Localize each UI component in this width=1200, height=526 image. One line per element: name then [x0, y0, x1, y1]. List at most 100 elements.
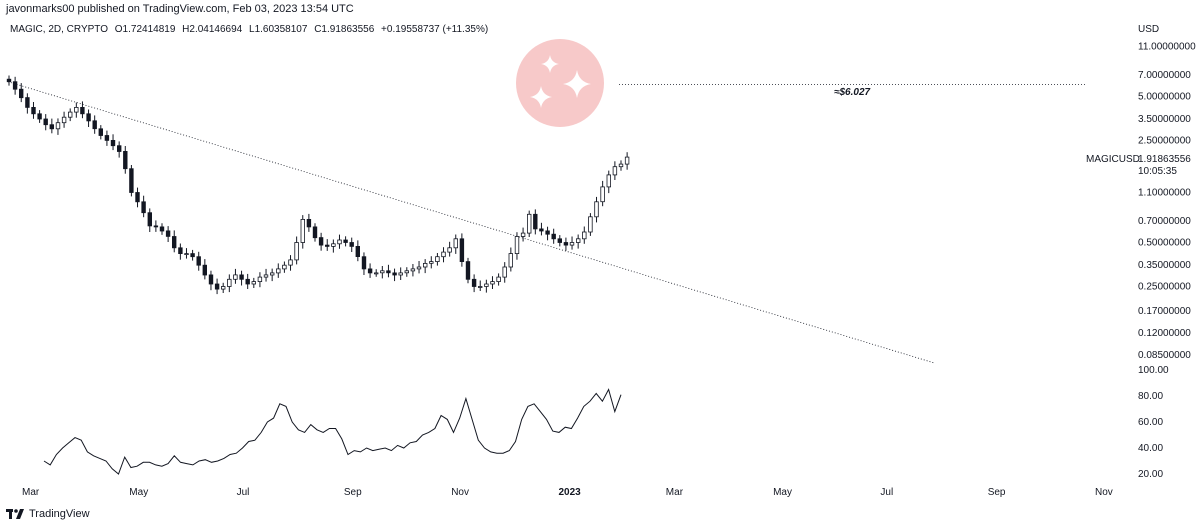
candle-body [153, 225, 159, 228]
candle-body [123, 150, 128, 170]
legend-low: L1.60358107 [249, 24, 308, 35]
candle-body [404, 270, 409, 274]
candle-body [141, 201, 146, 214]
candle-body [276, 268, 281, 274]
candles [6, 75, 630, 295]
candle-body [49, 124, 54, 130]
candle-body [12, 81, 18, 90]
candle-body [386, 270, 391, 274]
candle-body [18, 88, 24, 99]
legend-change: +0.19558737 (+11.35%) [381, 24, 489, 35]
candle-body [343, 239, 348, 243]
currency-label: USD [1138, 24, 1159, 35]
price-tick-label: 0.50000000 [1138, 238, 1191, 249]
candle-body [239, 274, 244, 280]
candle-body [257, 276, 263, 283]
candle-body [477, 286, 483, 288]
price-axis[interactable]: USD 11.00000000 7.00000000 5.00000000 3.500… [1138, 24, 1196, 361]
target-price-annotation: ≈$6.027 [834, 87, 871, 98]
price-tick-label: 3.50000000 [1138, 114, 1191, 125]
oscillator-line [43, 388, 622, 475]
candle-body [349, 242, 354, 247]
candle-body [288, 259, 293, 266]
ohlc-legend: MAGIC, 2D, CRYPTO O1.72414819 H2.0414669… [10, 24, 492, 35]
candle-body [300, 218, 305, 243]
price-tick-label: 2.50000000 [1138, 135, 1191, 146]
time-axis[interactable]: Mar May Jul Sep Nov 2023 Mar May Jul Sep Nov [22, 487, 1113, 498]
time-tick-label: Jul [237, 487, 250, 498]
candle-body [539, 228, 544, 232]
candle-body [147, 212, 152, 227]
candle-body [441, 251, 446, 258]
candle-body [74, 107, 79, 113]
candle-body [245, 278, 250, 285]
price-tick-label: 0.35000000 [1138, 260, 1191, 271]
candle-body [435, 256, 440, 263]
legend-close: C1.91863556 [314, 24, 375, 35]
candle-body [612, 166, 618, 176]
candle-body [227, 278, 232, 287]
candle-body [104, 135, 110, 141]
candle-body [178, 247, 183, 255]
candle-body [514, 236, 520, 255]
time-tick-label: May [129, 487, 148, 498]
candle-body [429, 261, 434, 264]
candle-body [55, 122, 61, 130]
candle-body [410, 268, 416, 272]
candle-body [465, 261, 471, 280]
legend-symbol[interactable]: MAGIC, 2D, CRYPTO [10, 24, 108, 35]
candle-body [569, 242, 575, 246]
candle-body [527, 213, 532, 234]
time-tick-label: Nov [451, 487, 469, 498]
publish-info: javonmarks00 published on TradingView.co… [6, 3, 354, 15]
time-tick-label: 2023 [559, 487, 582, 498]
descending-trendline[interactable] [7, 81, 935, 364]
footer-brand: TradingView [29, 508, 90, 520]
candle-body [31, 107, 36, 115]
candle-body [110, 139, 116, 147]
sparkle-logo-icon [516, 39, 604, 127]
trend-lines [7, 81, 1085, 364]
price-tick-label: 0.17000000 [1138, 306, 1191, 317]
candle-body [80, 107, 85, 115]
time-tick-label: Mar [666, 487, 684, 498]
candle-body [263, 274, 269, 278]
candle-body [422, 262, 428, 268]
candle-body [582, 231, 587, 240]
oscillator-tick-label: 60.00 [1138, 417, 1163, 428]
candle-body [196, 256, 201, 266]
candle-body [600, 186, 605, 203]
candle-body [214, 283, 220, 290]
price-tick-label: 7.00000000 [1138, 70, 1191, 81]
candle-body [361, 256, 367, 270]
time-tick-label: May [773, 487, 792, 498]
candle-body [86, 113, 91, 122]
candle-body [471, 278, 477, 287]
candle-body [502, 266, 507, 278]
candle-body [306, 218, 312, 228]
candle-body [312, 226, 318, 239]
candle-body [208, 274, 214, 285]
candle-body [220, 286, 226, 290]
oscillator-panel [43, 388, 622, 475]
candle-body [490, 281, 495, 285]
candle-body [373, 272, 379, 275]
legend-high: H2.04146694 [182, 24, 243, 35]
candle-body [392, 272, 397, 276]
price-labels: MAGICUSD 1.91863556 10:05:35 ≈$6.027 [834, 87, 1191, 177]
oscillator-axis[interactable]: 100.00 80.00 60.00 40.00 20.00 [1138, 365, 1169, 480]
candle-body [251, 281, 256, 285]
candle-body [331, 243, 336, 247]
candle-body [117, 145, 122, 152]
candle-body [202, 264, 207, 276]
candle-body [520, 232, 526, 237]
candle-body [416, 266, 422, 270]
oscillator-tick-label: 80.00 [1138, 391, 1163, 402]
candle-body [269, 272, 275, 276]
oscillator-tick-label: 100.00 [1138, 365, 1169, 376]
candle-body [557, 238, 562, 243]
time-tick-label: Nov [1095, 487, 1113, 498]
price-tick-label: 0.70000000 [1138, 216, 1191, 227]
candle-body [459, 238, 465, 263]
